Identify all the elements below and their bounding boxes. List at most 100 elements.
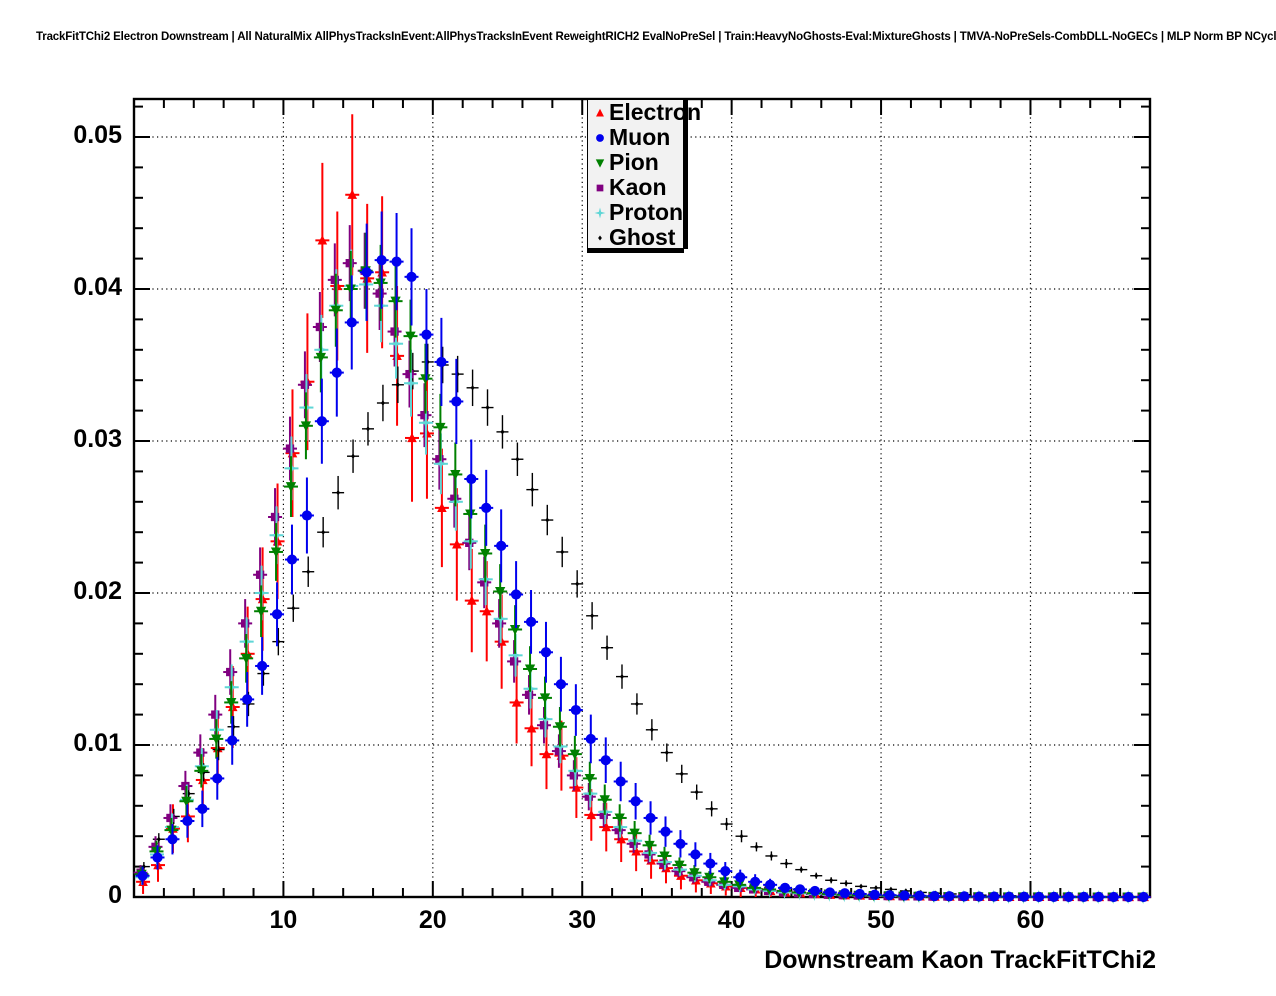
square-marker: [166, 813, 175, 823]
square-marker: [644, 850, 653, 859]
circle-marker: [765, 879, 776, 890]
triangle-down-marker: [480, 549, 491, 560]
triangle-up-marker: [511, 697, 522, 707]
circle-marker: [137, 870, 148, 881]
triangle-down-marker: [509, 625, 521, 636]
square-marker: [181, 781, 190, 791]
square-marker: [509, 657, 519, 666]
circle-marker: [421, 329, 432, 340]
triangle-down-marker: [674, 860, 685, 871]
y-tick-label: 0.05: [73, 121, 122, 149]
triangle-down-marker: [689, 868, 700, 879]
circle-marker: [301, 510, 313, 521]
diamond-small-marker: [321, 529, 326, 535]
legend-entry-muon[interactable]: Muon: [588, 125, 683, 150]
circle-marker: [242, 694, 253, 705]
circle-marker: [809, 885, 821, 897]
circle-marker: [167, 834, 178, 845]
legend-label: Pion: [609, 149, 659, 175]
triangle-down-marker: [196, 766, 207, 777]
series-kaon: [133, 225, 1149, 902]
circle-marker: [346, 317, 357, 328]
y-tick-label: 0.01: [73, 729, 122, 757]
x-tick-label: 60: [1016, 906, 1045, 934]
circle-marker: [1063, 891, 1075, 902]
circle-marker: [1033, 891, 1045, 902]
triangle-up-marker: [437, 502, 447, 513]
x-tick-label: 30: [568, 906, 597, 934]
triangle-down-marker: [734, 880, 745, 891]
circle-marker: [1004, 891, 1015, 902]
triangle-down-marker: [614, 813, 625, 824]
circle-marker: [705, 858, 716, 869]
triangle-down-marker: [450, 469, 461, 481]
circle-marker: [1019, 891, 1030, 902]
triangle-down-marker: [226, 697, 237, 709]
diamond-small-marker: [485, 404, 490, 411]
circle-marker: [600, 755, 611, 766]
diamond-small-marker: [336, 489, 341, 496]
triangle-up-marker: [596, 108, 604, 117]
x-tick-label: 20: [418, 906, 447, 934]
circle-marker: [525, 616, 537, 627]
square-marker: [196, 748, 205, 757]
diamond-small-marker: [605, 645, 610, 651]
legend-entry-pion[interactable]: Pion: [588, 150, 683, 175]
triangle-down-marker: [659, 851, 670, 862]
circle-marker: [869, 889, 880, 900]
diamond-small-marker: [799, 866, 804, 873]
triangle-down-marker: [539, 693, 551, 704]
diamond-small-marker: [634, 701, 639, 707]
triangle-down-marker: [435, 422, 446, 433]
series-muon: [135, 211, 1151, 903]
diamond-small-marker: [814, 873, 819, 879]
square-marker: [539, 721, 549, 730]
square-marker: [255, 570, 265, 579]
circle-marker: [481, 502, 492, 513]
legend-label: Muon: [609, 124, 671, 150]
square-marker: [599, 810, 608, 820]
diamond-small-marker: [784, 860, 789, 867]
circle-marker: [555, 679, 567, 690]
diamond-small-marker: [724, 821, 729, 827]
legend-entry-proton[interactable]: Proton: [588, 200, 683, 225]
diamond-small-marker: [679, 771, 684, 777]
legend-entry-electron[interactable]: Electron: [588, 100, 701, 125]
triangle-down-marker: [584, 773, 595, 785]
y-tick-label: 0.02: [73, 577, 122, 605]
star-marker: [388, 336, 404, 351]
grid-lines: [134, 99, 1150, 897]
triangle-down-marker: [241, 653, 252, 664]
diamond-small-marker: [291, 605, 296, 611]
diamond-small-marker: [664, 749, 669, 756]
triangle-down-marker: [495, 587, 506, 598]
circle-marker: [989, 891, 1000, 902]
legend-entry-ghost[interactable]: Ghost: [588, 225, 683, 250]
triangle-up-marker: [541, 748, 552, 759]
diamond-small-marker: [739, 833, 744, 839]
triangle-down-marker: [719, 877, 730, 888]
square-marker: [584, 792, 593, 801]
circle-marker: [212, 773, 223, 784]
diamond-small-marker: [591, 225, 609, 250]
diamond-small-marker: [141, 863, 146, 870]
y-tick-label: 0.04: [73, 273, 122, 301]
triangle-down-marker: [285, 482, 297, 493]
triangle-down-marker: [255, 606, 267, 617]
legend[interactable]: Electron Muon Pion Kaon Proton Ghost: [587, 99, 701, 250]
square-marker: [151, 842, 160, 851]
legend-label: Kaon: [609, 174, 667, 200]
circle-marker: [466, 473, 477, 485]
triangle-down-marker: [405, 331, 416, 342]
circle-marker: [286, 554, 298, 565]
circle-marker: [794, 884, 806, 895]
circle-marker: [406, 271, 417, 282]
x-axis-title: Downstream Kaon TrackFitTChi2: [764, 946, 1156, 974]
triangle-up-marker: [452, 539, 462, 549]
diamond-small-marker: [769, 853, 774, 859]
legend-entry-kaon[interactable]: Kaon: [588, 175, 683, 200]
diamond-small-marker: [366, 426, 370, 432]
star-marker: [591, 200, 609, 225]
diamond-small-marker: [859, 883, 864, 890]
